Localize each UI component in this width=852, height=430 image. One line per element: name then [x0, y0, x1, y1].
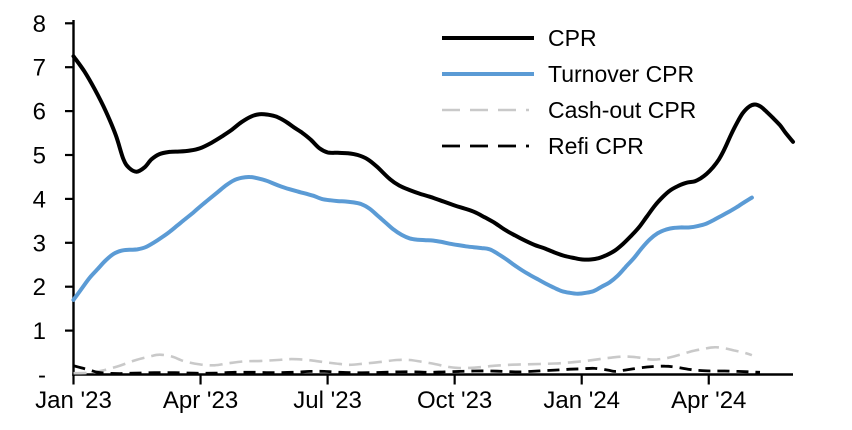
- y-axis-label: 8: [33, 11, 46, 38]
- y-axis-label: 4: [33, 186, 46, 213]
- legend-item-cash-out-cpr: Cash-out CPR: [440, 92, 696, 128]
- legend-item-turnover-cpr: Turnover CPR: [440, 56, 696, 92]
- x-axis-label: Apr '24: [671, 387, 746, 414]
- legend-label-cpr: CPR: [548, 24, 597, 51]
- x-axis-label: Jul '23: [293, 387, 362, 414]
- y-axis-label: 5: [33, 143, 46, 170]
- y-axis-label: 1: [33, 318, 46, 345]
- y-axis-label: 2: [33, 274, 46, 301]
- legend-item-cpr: CPR: [440, 20, 696, 56]
- legend-label-refi-cpr: Refi CPR: [548, 132, 644, 159]
- x-axis-label: Jan '24: [543, 387, 620, 414]
- x-axis-label: Oct '23: [417, 387, 492, 414]
- turnover-cpr-line: [71, 174, 754, 302]
- turnover-cpr-line-sample: [442, 72, 534, 76]
- legend-label-cash-out-cpr: Cash-out CPR: [548, 96, 697, 123]
- y-axis-label: 6: [33, 99, 46, 126]
- legend-item-refi-cpr: Refi CPR: [440, 128, 696, 164]
- cpr-line: [71, 54, 795, 262]
- cash-out-cpr-line-sample: [442, 108, 534, 112]
- refi-cpr-line-sample: [442, 144, 534, 148]
- y-axis-label: 7: [33, 55, 46, 82]
- y-axis-label: 3: [33, 230, 46, 257]
- y-axis-label: -: [38, 362, 46, 389]
- refi-cpr-line: [73, 364, 761, 375]
- cpr-line-sample: [442, 36, 534, 40]
- x-axis-label: Apr '23: [163, 387, 238, 414]
- legend: CPR Turnover CPR Cash-out CPR Refi CPR: [440, 20, 696, 164]
- cash-out-cpr-line: [73, 345, 753, 375]
- x-axis-label: Jan '23: [35, 387, 112, 414]
- legend-label-turnover-cpr: Turnover CPR: [548, 60, 695, 87]
